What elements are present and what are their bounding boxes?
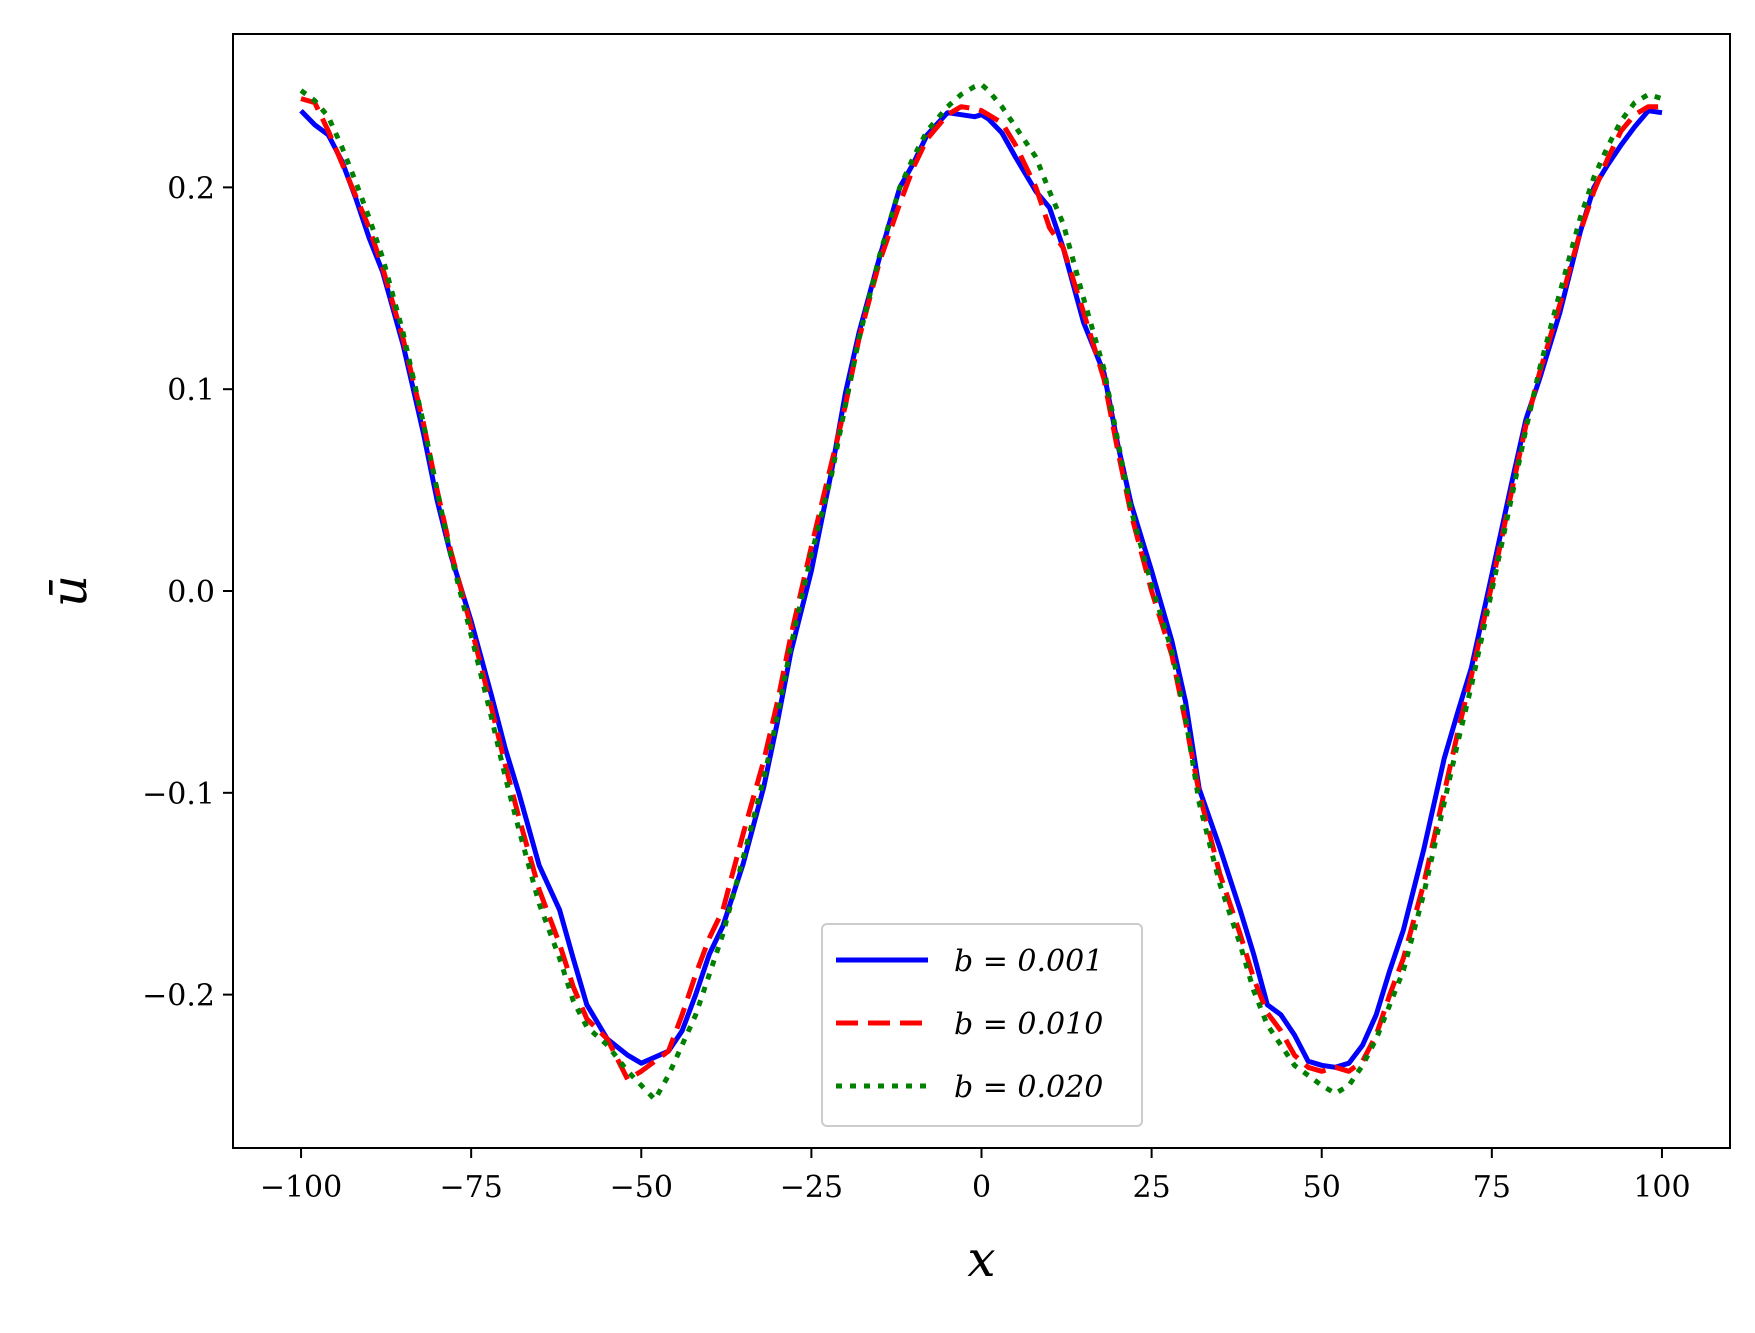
y-tick-label: 0.0 [167, 575, 215, 610]
y-tick-label: −0.2 [142, 979, 215, 1014]
legend-box [821, 923, 1143, 1127]
y-tick-label: −0.1 [142, 777, 215, 812]
legend: b = 0.001 b = 0.010 b = 0.020 [821, 923, 1143, 1127]
x-tick-label: 25 [1133, 1170, 1171, 1205]
y-axis-title: ū [40, 575, 98, 607]
x-tick-label: −50 [610, 1170, 673, 1205]
x-axis-ticks: −100 −75 −50 −25 0 25 50 75 100 [260, 1148, 1691, 1205]
x-tick-label: −75 [440, 1170, 503, 1205]
series-line-1 [300, 96, 1662, 1082]
x-tick-label: 75 [1473, 1170, 1511, 1205]
legend-label: b = 0.010 [954, 1007, 1103, 1042]
x-tick-label: 50 [1303, 1170, 1341, 1205]
y-tick-label: 0.1 [167, 373, 215, 408]
x-axis-title: x [967, 1230, 995, 1288]
series-line-2 [299, 82, 1663, 1103]
x-tick-label: 0 [972, 1170, 991, 1205]
legend-label: b = 0.001 [954, 944, 1103, 979]
y-tick-label: 0.2 [167, 171, 215, 206]
x-tick-label: 100 [1633, 1170, 1690, 1205]
x-tick-label: −100 [260, 1170, 342, 1205]
y-axis-ticks: −0.2 −0.1 0.0 0.1 0.2 [142, 171, 233, 1014]
series-line-0 [299, 108, 1663, 1070]
legend-label: b = 0.020 [954, 1070, 1103, 1105]
x-tick-label: −25 [780, 1170, 843, 1205]
series-layer [299, 82, 1663, 1103]
